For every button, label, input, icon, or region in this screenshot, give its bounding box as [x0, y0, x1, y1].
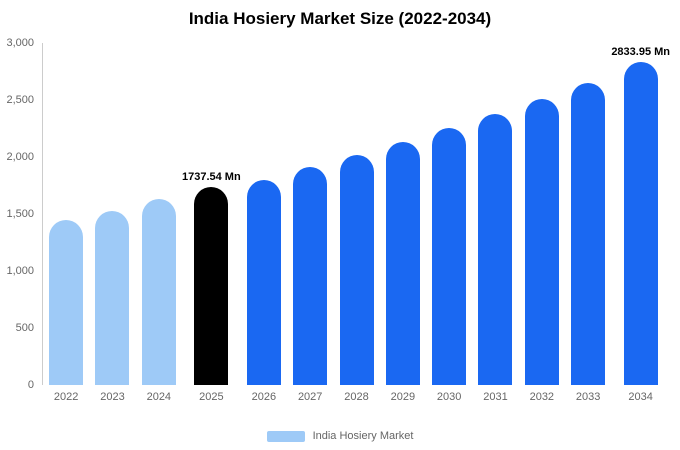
x-axis-label: 2029	[390, 391, 416, 403]
bar-column: 2024	[136, 43, 182, 407]
x-axis-label: 2023	[100, 391, 125, 403]
bars: 2022 2023 2024 1737.54 Mn 2025 2026 2027 2028 20…	[43, 43, 670, 407]
x-axis-label: 2034	[628, 391, 653, 403]
bar-2029	[385, 142, 420, 385]
bar-2034	[623, 62, 658, 385]
bar-column: 2023	[89, 43, 135, 407]
bar-column: 2029	[380, 43, 426, 407]
x-axis-label: 2026	[251, 391, 277, 403]
x-axis-label: 2033	[575, 391, 601, 403]
bar-2028	[339, 155, 374, 385]
bar-2030	[432, 128, 467, 385]
legend-swatch-icon	[266, 430, 305, 442]
y-tick-label: 0	[27, 379, 34, 391]
bar-2031	[478, 114, 513, 385]
y-axis: 0 500 1,000 1,500 2,000 2,500 3,000	[0, 37, 38, 391]
bar-column: 2028	[333, 43, 379, 407]
bar-column: 2027	[287, 43, 333, 407]
bar-column: 1737.54 Mn 2025	[182, 43, 241, 407]
chart-title: India Hosiery Market Size (2022-2034)	[188, 9, 492, 28]
bar-2026	[246, 180, 281, 385]
bar-2023	[95, 211, 130, 385]
y-tick-label: 2,500	[6, 94, 34, 106]
x-axis-label: 2024	[146, 391, 172, 403]
bar-2027	[293, 167, 328, 385]
x-axis-label: 2031	[483, 391, 508, 403]
legend-label: India Hosiery Market	[312, 430, 414, 442]
bar-2024	[141, 199, 176, 385]
x-axis-label: 2027	[297, 391, 323, 403]
bar-column: 2032	[519, 43, 565, 407]
x-axis-label: 2028	[344, 391, 369, 403]
legend: India Hosiery Market	[0, 430, 680, 442]
bar-2032	[524, 99, 559, 385]
data-label: 2833.95 Mn	[611, 46, 671, 58]
bar-column: 2833.95 Mn 2034	[611, 43, 670, 407]
x-axis-label: 2030	[436, 391, 462, 403]
bar-column: 2031	[472, 43, 518, 407]
x-axis-label: 2032	[529, 391, 555, 403]
y-tick-label: 1,500	[6, 208, 34, 220]
y-tick-label: 1,000	[6, 265, 34, 277]
legend-item[interactable]: India Hosiery Market	[266, 430, 414, 442]
bar-column: 2022	[43, 43, 89, 407]
y-tick-label: 2,000	[6, 151, 34, 163]
data-label: 1737.54 Mn	[181, 171, 241, 183]
x-axis-label: 2022	[53, 391, 79, 403]
y-tick-label: 500	[15, 322, 34, 334]
bar-2033	[571, 83, 606, 385]
bar-2022	[49, 220, 84, 385]
bar-column: 2026	[241, 43, 287, 407]
x-axis-label: 2025	[199, 391, 224, 403]
y-tick-label: 3,000	[6, 37, 34, 49]
y-axis-line	[42, 43, 43, 385]
bar-2025	[194, 187, 229, 385]
bar-column: 2033	[565, 43, 611, 407]
bar-column: 2030	[426, 43, 472, 407]
